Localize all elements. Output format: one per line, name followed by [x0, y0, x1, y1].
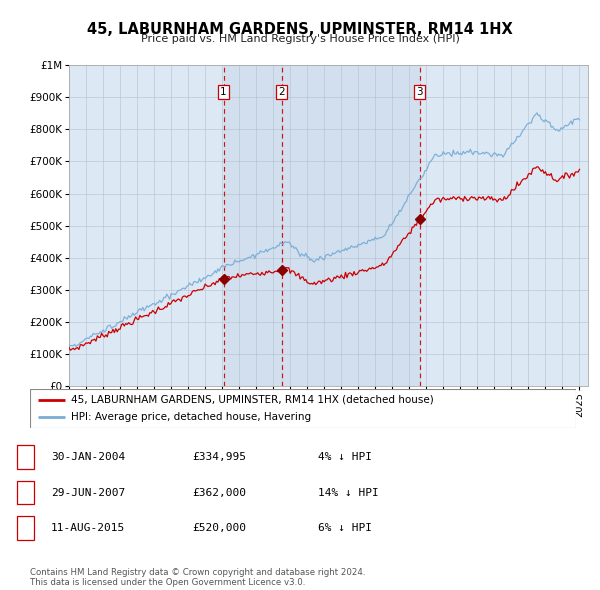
Text: 2: 2 [278, 87, 285, 97]
Text: 30-JAN-2004: 30-JAN-2004 [51, 453, 125, 462]
Text: 1: 1 [22, 453, 29, 462]
Text: HPI: Average price, detached house, Havering: HPI: Average price, detached house, Have… [71, 412, 311, 422]
Text: Price paid vs. HM Land Registry's House Price Index (HPI): Price paid vs. HM Land Registry's House … [140, 34, 460, 44]
Text: 45, LABURNHAM GARDENS, UPMINSTER, RM14 1HX (detached house): 45, LABURNHAM GARDENS, UPMINSTER, RM14 1… [71, 395, 434, 405]
Text: 45, LABURNHAM GARDENS, UPMINSTER, RM14 1HX: 45, LABURNHAM GARDENS, UPMINSTER, RM14 1… [87, 22, 513, 37]
Text: £520,000: £520,000 [192, 523, 246, 533]
Bar [224, 65, 282, 386]
Bar [282, 65, 420, 386]
Text: 11-AUG-2015: 11-AUG-2015 [51, 523, 125, 533]
Text: 3: 3 [416, 87, 423, 97]
Text: 2: 2 [22, 488, 29, 497]
Text: £362,000: £362,000 [192, 488, 246, 497]
Text: 4% ↓ HPI: 4% ↓ HPI [318, 453, 372, 462]
Text: Contains HM Land Registry data © Crown copyright and database right 2024.
This d: Contains HM Land Registry data © Crown c… [30, 568, 365, 587]
Text: 6% ↓ HPI: 6% ↓ HPI [318, 523, 372, 533]
Text: 14% ↓ HPI: 14% ↓ HPI [318, 488, 379, 497]
Text: 29-JUN-2007: 29-JUN-2007 [51, 488, 125, 497]
Text: £334,995: £334,995 [192, 453, 246, 462]
Text: 3: 3 [22, 523, 29, 533]
Text: 1: 1 [220, 87, 227, 97]
FancyBboxPatch shape [30, 389, 576, 428]
